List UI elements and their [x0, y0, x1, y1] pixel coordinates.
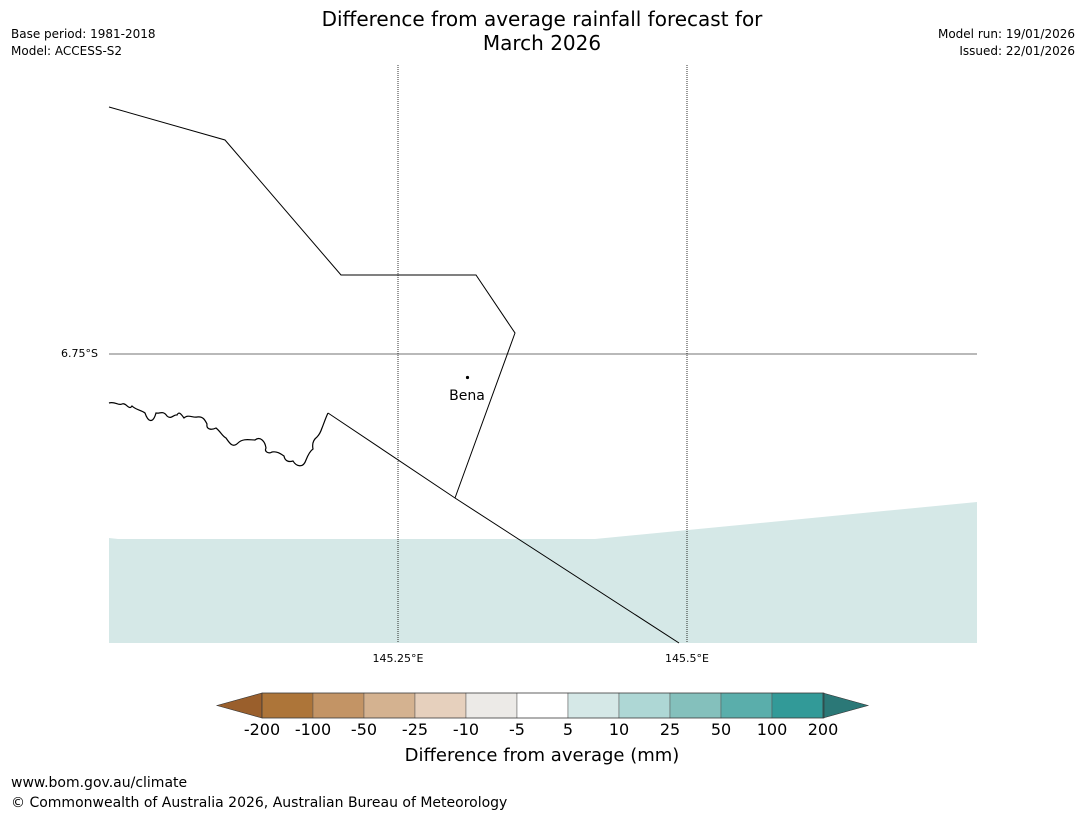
bena-marker [465, 375, 470, 380]
colorbar-label: Difference from average (mm) [404, 745, 680, 766]
colorbar-tick: -10 [452, 720, 480, 739]
colorbar-swatch [771, 692, 824, 719]
colorbar-tick: -100 [294, 720, 332, 739]
colorbar-tick: -50 [350, 720, 378, 739]
title-line-1: Difference from average rainfall forecas… [321, 7, 763, 31]
colorbar-swatch [363, 692, 416, 719]
meta-left: Base period: 1981-2018 Model: ACCESS-S2 [11, 26, 156, 60]
colorbar-tick: 5 [562, 720, 574, 739]
colorbar-swatch [414, 692, 467, 719]
footer-url: www.bom.gov.au/climate [11, 775, 188, 791]
meta-right: Model run: 19/01/2026 Issued: 22/01/2026 [938, 26, 1075, 60]
colorbar-swatch [669, 692, 722, 719]
issued-date: Issued: 22/01/2026 [959, 44, 1075, 58]
footer-copyright: © Commonwealth of Australia 2026, Austra… [11, 795, 508, 811]
base-period: Base period: 1981-2018 [11, 27, 156, 41]
colorbar [215, 692, 870, 719]
boundary-line-south [327, 412, 680, 644]
colorbar-tick: 25 [659, 720, 681, 739]
colorbar-extend-low [215, 692, 263, 719]
boundary-line-north [108, 106, 516, 499]
model-run: Model run: 19/01/2026 [937, 27, 1075, 41]
model-name: Model: ACCESS-S2 [11, 44, 123, 58]
longitude-label-1: 145.25°E [372, 652, 424, 665]
colorbar-swatch [567, 692, 620, 719]
colorbar-swatch [516, 692, 569, 719]
colorbar-swatch [261, 692, 314, 719]
place-label-bena: Bena [449, 388, 485, 404]
latitude-label: 6.75°S [61, 347, 98, 360]
map-title: Difference from average rainfall forecas… [242, 7, 842, 55]
colorbar-swatch [312, 692, 365, 719]
shaded-region [109, 502, 977, 643]
colorbar-tick: 200 [807, 720, 839, 739]
colorbar-swatch [720, 692, 773, 719]
colorbar-swatch [465, 692, 518, 719]
longitude-label-2: 145.5°E [665, 652, 709, 665]
colorbar-tick: -25 [401, 720, 429, 739]
colorbar-tick: 50 [710, 720, 732, 739]
colorbar-tick: -200 [243, 720, 281, 739]
colorbar-tick: 100 [756, 720, 788, 739]
title-line-2: March 2026 [482, 31, 602, 55]
colorbar-tick: 10 [608, 720, 630, 739]
colorbar-extend-high [822, 692, 870, 719]
colorbar-frame [261, 692, 825, 719]
colorbar-tick: -5 [509, 720, 525, 739]
colorbar-swatch [618, 692, 671, 719]
river-line [108, 401, 329, 467]
